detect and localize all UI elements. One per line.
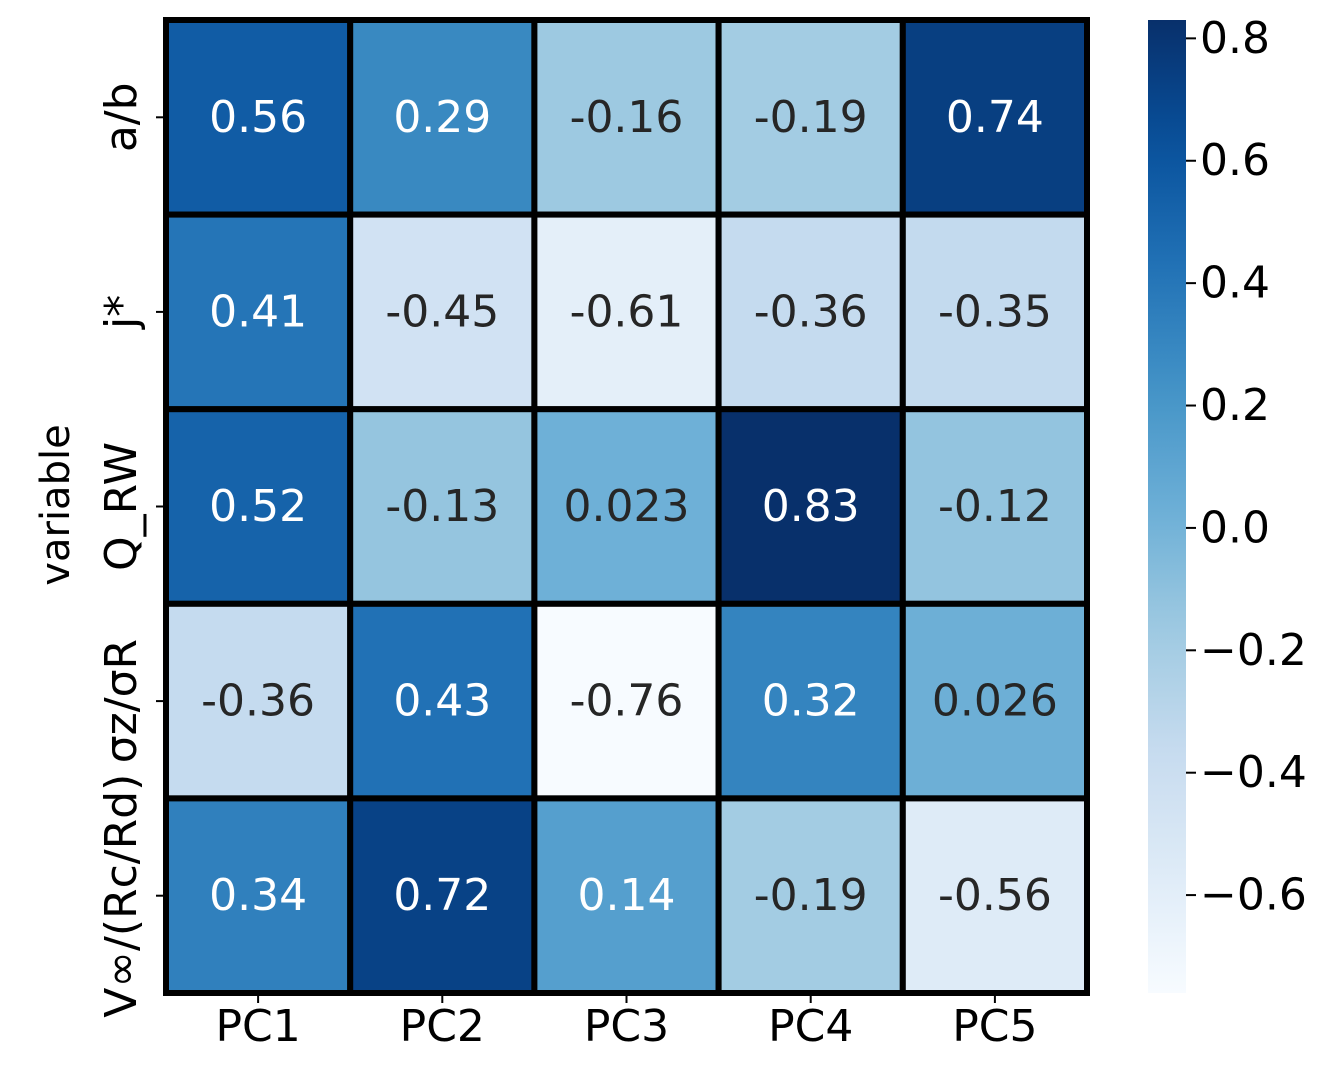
x-tick-label: PC3 — [584, 1001, 669, 1052]
cell-value-label: -0.19 — [754, 92, 868, 143]
y-tick-label: j* — [96, 295, 147, 330]
colorbar-tick-label: 0.6 — [1200, 135, 1270, 186]
colorbar-tick-label: 0.4 — [1200, 258, 1270, 309]
cell-value-label: 0.83 — [762, 481, 860, 532]
cell-value-label: 0.026 — [932, 676, 1058, 727]
cell-value-label: -0.36 — [201, 676, 315, 727]
cell-value-label: 0.023 — [564, 481, 690, 532]
y-tick-label: Q_RW — [96, 442, 147, 571]
x-tick-label: PC2 — [400, 1001, 485, 1052]
cell-value-label: 0.43 — [393, 676, 491, 727]
heatmap-cell — [531, 795, 722, 997]
cell-value-label: -0.36 — [754, 286, 868, 337]
heatmap-cell — [531, 211, 722, 413]
x-tick-label: PC1 — [215, 1001, 300, 1052]
colorbar: 0.8 0.6 0.4 0.2 0.0 −0.2 −0.4 −0.6 — [1148, 13, 1307, 993]
cell-value-label: 0.74 — [946, 92, 1044, 143]
heatmap-cell — [347, 17, 538, 218]
colorbar-tick-label: 0.0 — [1200, 502, 1270, 553]
y-tick-label: a/b — [96, 82, 147, 152]
colorbar-tick-label: 0.2 — [1200, 380, 1270, 431]
cell-value-label: -0.45 — [385, 286, 499, 337]
heatmap-cell — [899, 211, 1090, 413]
cell-value-label: -0.19 — [754, 870, 868, 921]
cell-value-label: 0.72 — [393, 870, 491, 921]
cell-value-label: -0.13 — [385, 481, 499, 532]
heatmap-cell — [347, 795, 538, 997]
cell-value-label: -0.61 — [570, 286, 684, 337]
x-axis: PC1 PC2 PC3 PC4 PC5 — [215, 993, 1038, 1052]
cell-value-label: 0.32 — [762, 676, 860, 727]
heatmap-cells: 0.56 0.29 -0.16 -0.19 0.74 0.41 -0.45 -0.61 -0.3… — [163, 17, 1090, 997]
cell-value-label: 0.41 — [209, 286, 307, 337]
cell-value-label: -0.76 — [570, 676, 684, 727]
cell-value-label: -0.16 — [570, 92, 684, 143]
y-axis: a/b j* Q_RW σz/σR V∞/(Rc/Rd) — [96, 82, 166, 1018]
colorbar-tick-label: 0.8 — [1200, 13, 1270, 64]
cell-value-label: 0.56 — [209, 92, 307, 143]
heatmap-cell — [347, 406, 538, 607]
y-axis-label: variable — [33, 424, 79, 585]
cell-value-label: 0.29 — [393, 92, 491, 143]
heatmap-cell — [347, 600, 538, 802]
x-tick-label: PC4 — [768, 1001, 853, 1052]
cell-value-label: -0.35 — [938, 286, 1052, 337]
colorbar-gradient — [1148, 20, 1186, 993]
cell-value-label: -0.56 — [938, 870, 1052, 921]
heatmap-cell — [715, 600, 906, 802]
x-tick-label: PC5 — [952, 1001, 1037, 1052]
cell-value-label: 0.34 — [209, 870, 307, 921]
colorbar-tick-label: −0.4 — [1200, 747, 1307, 798]
cell-value-label: 0.14 — [578, 870, 676, 921]
colorbar-tick-label: −0.2 — [1200, 625, 1307, 676]
cell-value-label: 0.52 — [209, 481, 307, 532]
cell-value-label: -0.12 — [938, 481, 1052, 532]
y-tick-label: V∞/(Rc/Rd) — [96, 774, 147, 1018]
heatmap-cell — [899, 600, 1090, 802]
colorbar-tick-label: −0.6 — [1200, 870, 1307, 921]
y-tick-label: σz/σR — [96, 639, 147, 763]
heatmap-cell — [715, 406, 906, 607]
